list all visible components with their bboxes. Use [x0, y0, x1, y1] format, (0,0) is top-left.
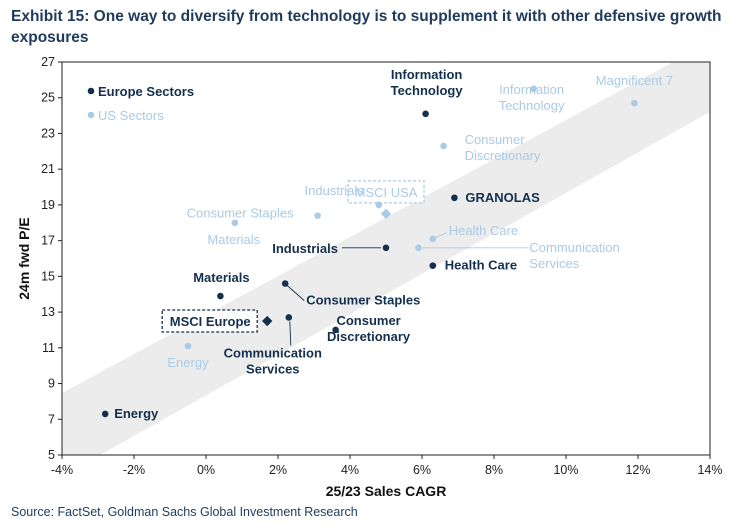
data-label: Communication Services	[529, 240, 619, 271]
data-label: Materials	[207, 232, 260, 247]
data-label: Information Technology	[499, 82, 565, 113]
data-point	[231, 219, 239, 227]
y-axis-title: 24m fwd P/E	[16, 217, 32, 299]
chart-title: Exhibit 15: One way to diversify from te…	[11, 8, 722, 46]
y-tick-label: 17	[41, 234, 55, 248]
data-label: Energy	[167, 355, 209, 370]
legend-marker	[87, 87, 95, 95]
y-tick-label: 9	[48, 377, 55, 391]
y-tick-label: 5	[48, 448, 55, 462]
data-label: Magnificent 7	[596, 73, 673, 88]
data-point	[422, 110, 429, 118]
leader-line	[286, 285, 305, 301]
data-label: Consumer Staples	[187, 206, 294, 221]
benchmark-box	[347, 180, 425, 204]
y-tick-label: 25	[41, 91, 55, 105]
benchmark-boxes	[161, 180, 425, 333]
x-tick-label: 0%	[197, 463, 215, 477]
data-label: Consumer Discretionary	[327, 313, 411, 344]
benchmark-box	[161, 309, 258, 333]
legend-label: Europe Sectors	[98, 84, 194, 99]
x-tick-label: -4%	[51, 463, 73, 477]
legend-label: US Sectors	[98, 108, 164, 123]
x-tick-label: 10%	[553, 463, 578, 477]
legend-marker	[87, 111, 95, 119]
leader-line	[289, 321, 292, 346]
data-labels: Information Technology GRANOLAS Industrials…	[114, 67, 673, 421]
data-point	[314, 212, 321, 219]
trend-band	[62, 62, 710, 455]
benchmark-label: MSCI Europe	[170, 314, 251, 329]
data-point	[285, 314, 293, 321]
source-note: Source: FactSet, Goldman Sachs Global In…	[11, 505, 358, 519]
data-label: Health Care	[449, 223, 518, 238]
data-point	[440, 142, 447, 150]
x-tick-label: 4%	[341, 463, 359, 477]
plot-area-frame	[61, 61, 711, 456]
y-tick-label: 19	[41, 198, 55, 212]
data-label: Communication Services	[224, 345, 322, 376]
data-point	[101, 410, 109, 418]
y-tick-label: 11	[42, 341, 55, 355]
data-label: Consumer Discretionary	[465, 132, 541, 163]
data-point	[375, 201, 383, 209]
legend: Europe Sectors US Sectors	[87, 84, 194, 123]
axes: 5 7 9 11 13 15 17 19 21 23 25 27 -4% -2% 0% 2% 4% 6% 8% 10%…	[16, 55, 723, 499]
data-label: Information Technology	[391, 67, 464, 98]
data-point	[332, 326, 339, 334]
data-point	[429, 235, 437, 243]
data-point	[281, 280, 289, 287]
scatter-chart: 5 7 9 11 13 15 17 19 21 23 25 27 -4% -2% 0% 2% 4% 6% 8% 10%…	[16, 55, 723, 499]
data-point	[530, 85, 537, 93]
data-label: Health Care	[445, 258, 517, 273]
y-tick-label: 27	[41, 55, 55, 69]
y-tick-label: 15	[41, 269, 55, 283]
y-tick-label: 13	[41, 305, 55, 319]
data-point	[631, 99, 638, 107]
data-point	[217, 292, 224, 300]
data-point	[415, 244, 422, 252]
data-label: GRANOLAS	[465, 190, 540, 205]
x-tick-label: 8%	[485, 463, 503, 477]
x-tick-label: 12%	[625, 463, 650, 477]
x-tick-label: 14%	[697, 463, 722, 477]
data-point	[382, 244, 390, 252]
y-tick-label: 21	[41, 162, 55, 176]
benchmark-point	[262, 315, 273, 327]
data-point	[184, 342, 192, 350]
data-label: Industrials	[272, 241, 338, 256]
x-tick-label: 2%	[269, 463, 287, 477]
data-point	[429, 262, 437, 269]
x-tick-label: -2%	[123, 463, 145, 477]
data-label: Materials	[193, 270, 249, 285]
benchmark-label: MSCI USA	[355, 185, 418, 200]
data-label: Industrials	[305, 183, 365, 198]
data-points	[101, 85, 638, 418]
x-axis-title: 25/23 Sales CAGR	[326, 483, 447, 499]
y-tick-label: 23	[41, 126, 55, 140]
data-label: Consumer Staples	[306, 293, 420, 308]
data-label: Energy	[114, 406, 159, 421]
data-point	[451, 194, 458, 202]
leader-lines	[286, 194, 529, 346]
y-tick-label: 7	[48, 412, 55, 426]
x-tick-label: 6%	[413, 463, 431, 477]
benchmark-point	[380, 208, 392, 220]
